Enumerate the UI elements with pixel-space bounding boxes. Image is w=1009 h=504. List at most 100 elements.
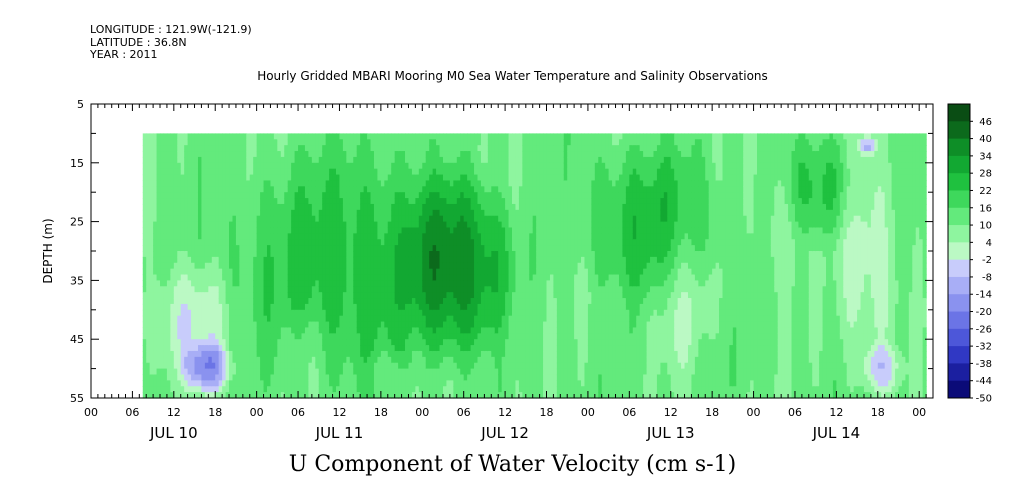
heatmap-cell bbox=[508, 168, 513, 176]
heatmap-cell bbox=[218, 356, 223, 364]
heatmap-cell bbox=[260, 227, 265, 234]
heatmap-cell bbox=[322, 239, 327, 246]
heatmap-cell bbox=[470, 350, 475, 358]
heatmap-cell bbox=[515, 215, 520, 223]
heatmap-cell bbox=[187, 227, 192, 234]
heatmap-cell bbox=[166, 333, 171, 340]
heatmap-cell bbox=[197, 233, 203, 240]
heatmap-cell bbox=[474, 339, 479, 346]
heatmap-cell bbox=[332, 286, 337, 293]
heatmap-cell bbox=[163, 386, 168, 393]
heatmap-cell bbox=[201, 233, 206, 240]
heatmap-cell bbox=[405, 368, 410, 376]
heatmap-cell bbox=[146, 292, 151, 299]
heatmap-cell bbox=[339, 392, 344, 399]
heatmap-cell bbox=[287, 292, 292, 299]
heatmap-cell bbox=[177, 298, 182, 305]
heatmap-cell bbox=[263, 356, 268, 364]
heatmap-cell bbox=[160, 192, 165, 199]
heatmap-cell bbox=[394, 251, 399, 258]
heatmap-cell bbox=[263, 215, 268, 223]
heatmap-cell bbox=[470, 192, 475, 199]
heatmap-cell bbox=[408, 268, 413, 276]
heatmap-cell bbox=[418, 303, 423, 311]
heatmap-cell bbox=[453, 345, 458, 352]
heatmap-cell bbox=[308, 321, 313, 329]
heatmap-cell bbox=[394, 315, 399, 323]
heatmap-cell bbox=[191, 327, 196, 334]
heatmap-cell bbox=[166, 345, 171, 352]
heatmap-cell bbox=[180, 156, 185, 164]
heatmap-cell bbox=[284, 339, 289, 346]
heatmap-cell bbox=[349, 268, 354, 276]
heatmap-cell bbox=[491, 380, 496, 387]
heatmap-cell bbox=[229, 286, 234, 293]
heatmap-cell bbox=[384, 292, 389, 299]
heatmap-cell bbox=[222, 303, 227, 311]
heatmap-cell bbox=[467, 203, 472, 211]
heatmap-cell bbox=[363, 133, 368, 140]
heatmap-cell bbox=[311, 280, 316, 287]
heatmap-cell bbox=[191, 180, 196, 187]
heatmap-cell bbox=[494, 256, 499, 264]
heatmap-cell bbox=[429, 321, 434, 329]
heatmap-cell bbox=[270, 156, 275, 164]
heatmap-cell bbox=[474, 192, 479, 199]
heatmap-cell bbox=[260, 198, 265, 205]
heatmap-cell bbox=[405, 209, 410, 217]
heatmap-cell bbox=[367, 345, 372, 352]
heatmap-cell bbox=[273, 256, 278, 264]
heatmap-cell bbox=[467, 345, 472, 352]
heatmap-cell bbox=[194, 151, 199, 158]
heatmap-cell bbox=[142, 251, 147, 258]
heatmap-cell bbox=[287, 203, 292, 211]
heatmap-cell bbox=[215, 392, 220, 399]
heatmap-cell bbox=[342, 239, 347, 246]
heatmap-cell bbox=[439, 233, 444, 240]
heatmap-cell bbox=[518, 168, 523, 176]
heatmap-cell bbox=[342, 221, 347, 229]
heatmap-cell bbox=[180, 215, 185, 223]
heatmap-cell bbox=[432, 292, 437, 299]
heatmap-cell bbox=[346, 174, 351, 182]
heatmap-cell bbox=[311, 151, 316, 158]
heatmap-cell bbox=[467, 256, 472, 264]
heatmap-cell bbox=[353, 333, 358, 340]
heatmap-cell bbox=[363, 192, 368, 199]
heatmap-cell bbox=[484, 292, 489, 299]
heatmap-cell bbox=[522, 280, 527, 287]
heatmap-cell bbox=[394, 350, 399, 358]
heatmap-cell bbox=[311, 374, 316, 381]
heatmap-cell bbox=[318, 315, 323, 323]
heatmap-cell bbox=[377, 345, 382, 352]
heatmap-cell bbox=[498, 145, 503, 152]
heatmap-cell bbox=[501, 268, 506, 276]
heatmap-cell bbox=[266, 162, 272, 170]
heatmap-cell bbox=[505, 303, 510, 311]
heatmap-cell bbox=[242, 151, 247, 158]
heatmap-cell bbox=[501, 174, 506, 182]
heatmap-cell bbox=[170, 145, 175, 152]
heatmap-cell bbox=[232, 168, 237, 176]
heatmap-cell bbox=[246, 392, 251, 399]
heatmap-cell bbox=[477, 268, 482, 276]
heatmap-cell bbox=[301, 309, 306, 317]
heatmap-cell bbox=[156, 174, 161, 182]
heatmap-cell bbox=[263, 362, 268, 370]
heatmap-cell bbox=[187, 298, 192, 305]
heatmap-cell bbox=[163, 298, 168, 305]
heatmap-cell bbox=[401, 192, 406, 199]
heatmap-cell bbox=[518, 156, 523, 164]
heatmap-cell bbox=[232, 203, 237, 211]
heatmap-cell bbox=[336, 315, 341, 323]
heatmap-cell bbox=[487, 315, 492, 323]
heatmap-cell bbox=[318, 133, 323, 140]
heatmap-cell bbox=[215, 280, 220, 287]
heatmap-cell bbox=[508, 209, 513, 217]
heatmap-cell bbox=[249, 203, 254, 211]
heatmap-cell bbox=[373, 333, 379, 340]
heatmap-cell bbox=[342, 233, 347, 240]
heatmap-cell bbox=[270, 145, 275, 152]
heatmap-cell bbox=[522, 221, 527, 229]
heatmap-cell bbox=[370, 298, 375, 305]
